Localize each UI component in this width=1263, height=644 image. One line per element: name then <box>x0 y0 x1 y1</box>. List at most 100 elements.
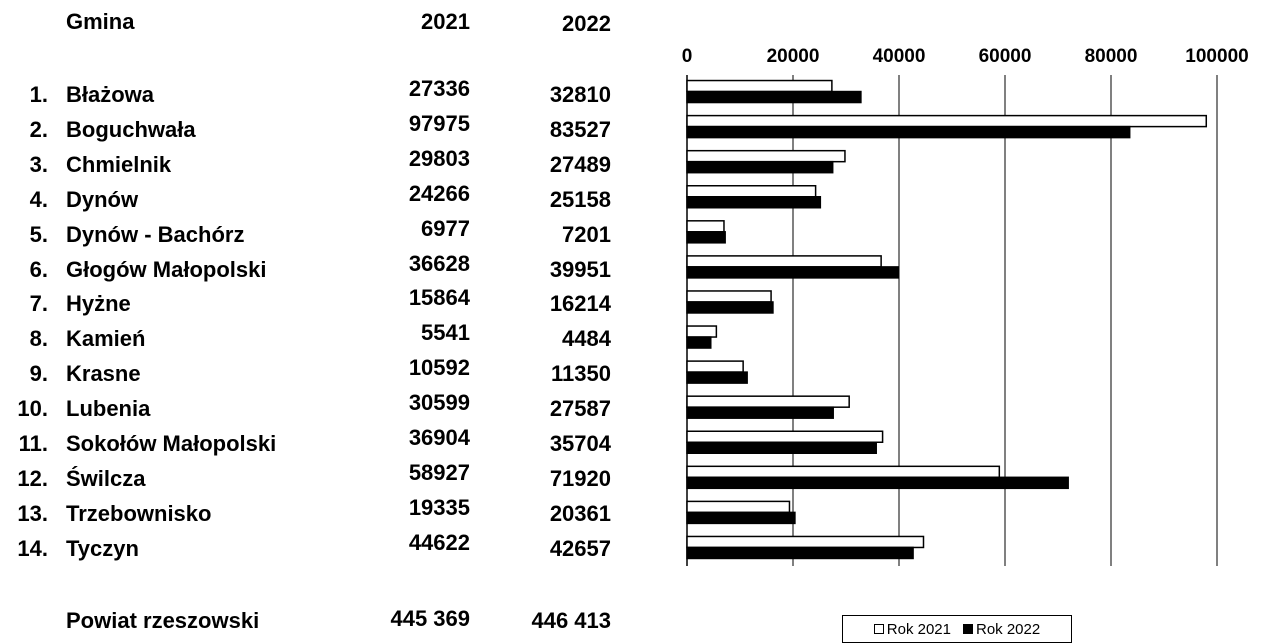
row-number: 1. <box>29 82 48 107</box>
bar-2021 <box>686 535 925 549</box>
header-gmina: Gmina <box>66 9 135 34</box>
x-tick-label: 60000 <box>979 46 1032 67</box>
bar-2022 <box>686 160 834 174</box>
row-value-2022: 83527 <box>549 116 611 142</box>
row-value-2021: 5541 <box>421 320 470 346</box>
row-gmina-name: Chmielnik <box>66 151 172 177</box>
row-gmina-name: Sokołów Małopolski <box>66 431 277 456</box>
bar-2022 <box>686 511 796 525</box>
row-value-2022: 32810 <box>549 82 611 107</box>
table-row: 14. Tyczyn 44622 42657 <box>0 530 640 566</box>
bar-2022 <box>686 546 914 560</box>
row-gmina-name: Głogów Małopolski <box>66 256 267 282</box>
row-value-2022: 39951 <box>549 256 611 282</box>
row-value-2022: 27489 <box>549 151 611 177</box>
total-label: Powiat rzeszowski <box>66 608 260 633</box>
bar-2021 <box>686 360 744 373</box>
bar-2022 <box>686 301 774 314</box>
x-tick-label: 100000 <box>1185 46 1248 67</box>
bar-2022 <box>686 231 726 244</box>
bar-2021 <box>686 465 1001 479</box>
bar-2021 <box>686 114 1208 128</box>
legend-swatch-black <box>963 624 973 634</box>
row-gmina-name: Świlcza <box>66 465 146 491</box>
row-number: 9. <box>29 361 48 387</box>
row-value-2022: 20361 <box>549 500 611 526</box>
row-number: 10. <box>17 396 48 422</box>
row-number: 12. <box>17 465 48 491</box>
row-number: 11. <box>18 431 48 456</box>
row-number: 4. <box>29 186 48 212</box>
table-row: 11. Sokołów Małopolski 36904 35704 <box>0 425 640 461</box>
row-gmina-name: Dynów <box>66 186 139 212</box>
row-value-2022: 42657 <box>549 535 611 561</box>
table-row: 2. Boguchwała 97975 83527 <box>0 111 640 147</box>
row-number: 7. <box>29 291 48 317</box>
row-number: 13. <box>17 500 48 526</box>
row-value-2022: 4484 <box>562 326 611 352</box>
row-number: 14. <box>17 535 48 561</box>
row-value-2021: 19335 <box>408 494 470 520</box>
bar-2021 <box>686 255 882 268</box>
row-value-2022: 11350 <box>551 361 611 387</box>
row-gmina-name: Hyżne <box>66 291 131 317</box>
row-value-2021: 36628 <box>408 250 470 276</box>
table-row: 9. Krasne 10592 11350 <box>0 355 640 391</box>
bar-2021 <box>686 430 884 443</box>
table-row: 1. Błażowa 27336 32810 <box>0 76 640 112</box>
row-gmina-name: Błażowa <box>66 82 155 107</box>
bar-2021 <box>686 500 791 514</box>
row-number: 6. <box>29 256 48 282</box>
table-row: 12. Świlcza 58927 71920 <box>0 460 640 496</box>
header-year-2022: 2022 <box>562 11 611 36</box>
bar-2021 <box>686 185 817 198</box>
bar-2022 <box>686 90 862 104</box>
row-value-2021: 97975 <box>408 110 470 136</box>
row-value-2022: 16214 <box>549 291 611 317</box>
table-row: 4. Dynów 24266 25158 <box>0 181 640 217</box>
row-gmina-name: Boguchwała <box>66 116 196 142</box>
row-value-2021: 30599 <box>408 390 470 416</box>
legend-item-2021: Rok 2021 <box>873 621 951 638</box>
table-row: 7. Hyżne 15864 16214 <box>0 285 640 321</box>
row-gmina-name: Lubenia <box>66 396 151 422</box>
row-value-2021: 58927 <box>408 459 470 485</box>
row-gmina-name: Trzebownisko <box>66 500 212 526</box>
row-gmina-name: Tyczyn <box>66 535 139 561</box>
bar-2021 <box>686 325 718 338</box>
bar-2022 <box>686 441 877 454</box>
table-row: 8. Kamień 5541 4484 <box>0 320 640 356</box>
table-row: 13. Trzebownisko 19335 20361 <box>0 495 640 531</box>
row-value-2021: 15864 <box>408 285 470 311</box>
row-value-2022: 7201 <box>562 221 611 247</box>
row-value-2021: 27336 <box>408 76 470 101</box>
table-row: 6. Głogów Małopolski 36628 39951 <box>0 251 640 287</box>
row-value-2021: 36904 <box>408 425 470 450</box>
bar-2022 <box>686 196 822 209</box>
row-value-2022: 35704 <box>549 431 611 456</box>
bar-2022 <box>686 266 900 279</box>
x-tick-label: 40000 <box>873 46 926 67</box>
row-number: 5. <box>29 221 48 247</box>
bar-2022 <box>686 125 1131 139</box>
bar-2022 <box>686 371 748 384</box>
table-row: 10. Lubenia 30599 27587 <box>0 390 640 426</box>
table-row: 3. Chmielnik 29803 27489 <box>0 146 640 182</box>
row-number: 2. <box>29 116 48 142</box>
row-value-2021: 24266 <box>408 180 470 206</box>
bar-2021 <box>686 79 833 93</box>
row-value-2021: 10592 <box>408 355 470 381</box>
bar-2022 <box>686 476 1069 490</box>
row-value-2022: 27587 <box>549 396 611 422</box>
legend-label-2022: Rok 2022 <box>976 620 1041 638</box>
legend-swatch-white <box>873 624 884 634</box>
row-gmina-name: Krasne <box>66 361 141 387</box>
row-value-2022: 25158 <box>549 186 611 212</box>
row-value-2021: 6977 <box>421 215 470 241</box>
bar-2021 <box>686 149 846 163</box>
legend-item-2022: Rok 2022 <box>963 621 1040 638</box>
x-tick-label: 0 <box>682 46 693 67</box>
chart-legend: Rok 2021 Rok 2022 <box>842 615 1072 643</box>
row-number: 8. <box>29 326 48 352</box>
